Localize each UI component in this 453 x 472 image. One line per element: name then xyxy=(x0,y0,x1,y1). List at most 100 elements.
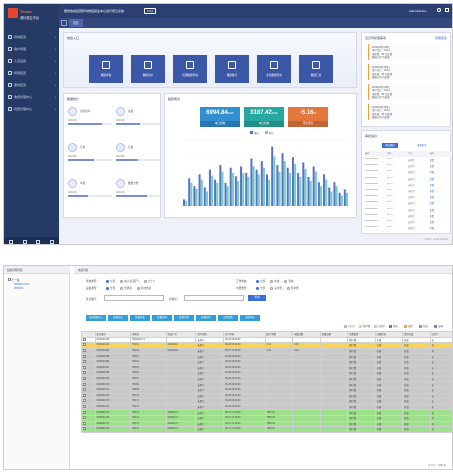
tab-home[interactable]: 首页 xyxy=(69,19,83,27)
records-cell[interactable]: 查看 xyxy=(429,209,435,212)
filter-radio[interactable]: 离线 xyxy=(284,279,294,283)
checkbox-icon[interactable] xyxy=(83,410,86,414)
filter-radio[interactable]: 普通表 xyxy=(120,286,132,290)
records-row[interactable]: 0190026013 03717 未用户 查看 xyxy=(365,214,451,220)
sidebar-item[interactable]: 用户管理 › xyxy=(4,44,59,54)
meter-addr-input[interactable] xyxy=(184,295,244,301)
checkbox-icon[interactable] xyxy=(83,338,86,341)
action-button[interactable]: 更新电价 xyxy=(240,315,260,321)
table-row[interactable]: 0000000166 TB164 未用户 05-28 23:29:00 预付费 在线 有效无 xyxy=(81,359,452,366)
records-cell[interactable]: 查看 xyxy=(429,160,435,162)
user-icon[interactable] xyxy=(22,239,27,244)
action-button[interactable]: 电表批量导入 xyxy=(86,315,106,321)
checkbox-icon[interactable] xyxy=(83,343,86,347)
filter-radio[interactable]: 预付费 xyxy=(286,286,299,290)
tree-root[interactable]: 七一站 xyxy=(8,278,20,282)
monitor-icon[interactable] xyxy=(8,239,13,244)
pagination[interactable]: 共 1/17 · 20条/页 xyxy=(428,464,446,467)
radio-icon[interactable] xyxy=(136,286,140,290)
records-row[interactable]: 0190026006 03717 未用户 查看 xyxy=(365,170,451,176)
records-row[interactable]: 0190026005 03717 未用户 查看 xyxy=(365,164,451,170)
action-button[interactable]: 批量合闸 xyxy=(174,315,194,321)
table-row[interactable]: 0000000164 TB162 00000162 未用户 05-07 17:49:00… xyxy=(81,347,452,355)
checkbox-icon[interactable] xyxy=(83,382,86,386)
records-row[interactable]: 0190026015 03717 未用户 查看 xyxy=(365,226,451,232)
todo-item[interactable]: 2019年06月28日 用户总计：100人 待处理：80 已处理 数据正常 待处理 xyxy=(368,44,440,60)
search-button[interactable]: 查询 xyxy=(248,295,266,301)
records-row[interactable]: 0190026009 03717 未用户 查看 xyxy=(365,189,451,195)
table-row[interactable]: 0000000169 TB167 未用户 05-28 23:29:00 预付费 在线 有效无 xyxy=(81,375,452,383)
table-row[interactable]: 0000000168 TB166 未用户 05-28 23:29:00 预付费 在线 有效无 xyxy=(81,370,452,377)
records-row[interactable]: 0190026010 03717 未用户 查看 xyxy=(365,195,451,201)
row-checkbox[interactable] xyxy=(81,426,96,433)
records-row[interactable]: 0190026012 03717 未用户 查看 xyxy=(365,208,451,214)
action-button[interactable]: 设置参数 xyxy=(218,315,238,321)
filter-radio[interactable]: 预付费表 xyxy=(136,286,151,290)
radio-icon[interactable] xyxy=(106,286,109,290)
table-header-cell[interactable]: 已开户 xyxy=(429,331,452,338)
menu-toggle-icon[interactable] xyxy=(61,20,67,26)
sidebar-item[interactable]: 收费管理中心 › xyxy=(4,92,59,102)
records-cell[interactable]: 查看 xyxy=(429,215,435,218)
radio-icon[interactable] xyxy=(284,279,288,283)
quick-button[interactable]: 数据汇总 xyxy=(299,55,333,83)
todo-item[interactable]: 2019年06月28日 用户总计：100人 待处理：80 已处理 数据正常 待处理 xyxy=(368,64,440,80)
meter-no-input[interactable] xyxy=(104,295,164,301)
table-header-cell[interactable]: 开户时间 xyxy=(222,331,266,338)
records-row[interactable]: 0190026008 03717 未用户 查看 xyxy=(365,183,451,189)
radio-icon[interactable] xyxy=(270,286,274,290)
table-row[interactable]: 0000000174 TB172 未用户 05-28 23:29:00 预付费 在线 有效无 xyxy=(81,403,452,411)
table-row[interactable]: 0000000170 TB168 未用户 05-28 23:29:00 预付费 在线 有效无 xyxy=(81,381,452,388)
checkbox-icon[interactable] xyxy=(83,377,86,381)
table-row[interactable]: 0000000163 TB161 00000161 未用户 05-28 23:29:00… xyxy=(81,342,452,349)
checkbox-icon[interactable] xyxy=(83,360,86,364)
filter-radio[interactable]: 全部 xyxy=(106,279,115,283)
sidebar-item[interactable]: 机型管理中心 › xyxy=(4,104,59,114)
quick-button[interactable]: 数据查询 xyxy=(89,55,123,83)
checkbox-icon[interactable] xyxy=(83,388,86,392)
records-cell[interactable]: 查看 xyxy=(429,191,435,193)
table-row[interactable]: 0000000176 TB174 00000174 未用户 05-07 17:49:00… xyxy=(81,414,452,422)
records-row[interactable]: 0190026011 03717 未用户 查看 xyxy=(365,201,451,207)
table-header-cell[interactable]: 电表户号 xyxy=(165,331,197,338)
logout-icon[interactable] xyxy=(445,8,449,12)
checkbox-icon[interactable] xyxy=(83,349,86,353)
radio-icon[interactable] xyxy=(270,279,274,283)
records-cell[interactable]: 查看 xyxy=(429,197,435,200)
table-row[interactable]: 0000000165 TB163 未用户 05-28 23:29:00 预付费 在线 有效无 xyxy=(81,353,452,360)
records-cell[interactable]: 查看 xyxy=(429,178,435,181)
table-row[interactable]: 0000000178 TB176 00000176 未用户 05-07 17:49:00… xyxy=(81,426,452,433)
filter-radio[interactable]: 电子表(国产) xyxy=(120,279,139,283)
records-cell[interactable]: 查看 xyxy=(429,222,435,224)
table-row[interactable]: 0000000175 TB173 00000173 未用户 05-07 17:49:00… xyxy=(81,409,452,416)
action-button[interactable]: 批量导出 xyxy=(108,315,128,321)
filter-radio[interactable]: 后付费 xyxy=(270,286,282,290)
records-cell[interactable]: 查看 xyxy=(429,172,435,175)
quick-button[interactable]: 业务数据查询 xyxy=(257,55,291,83)
todo-item[interactable]: 2019年06月28日 用户总计：100人 待处理：80 已处理 数据正常 待处理 xyxy=(368,104,440,120)
filter-radio[interactable]: 全部 xyxy=(106,286,115,290)
bell-icon[interactable] xyxy=(437,8,441,12)
radio-icon[interactable] xyxy=(256,286,259,290)
checkbox-icon[interactable] xyxy=(83,371,86,375)
records-cell[interactable]: 查看 xyxy=(429,203,435,206)
checkbox-icon[interactable] xyxy=(83,365,86,369)
table-row[interactable]: 0000000172 TB170 未用户 05-28 23:29:00 预付费 在线 有效无 xyxy=(81,392,452,400)
table-row[interactable]: 0000000171 TB169 未用户 05-28 23:29:00 预付费 在线 有效无 xyxy=(81,386,452,394)
expand-icon[interactable] xyxy=(8,278,11,281)
quick-button[interactable]: 数据统计 xyxy=(215,55,249,83)
records-cell[interactable]: 查看 xyxy=(429,228,435,231)
filter-radio[interactable]: 全部 xyxy=(256,279,265,283)
table-row[interactable]: 0000000173 TB171 未用户 05-28 23:29:00 预付费 在线 有效无 xyxy=(81,398,452,405)
tree-child[interactable]: 0050505 xyxy=(14,287,24,290)
records-tab-more[interactable]: 查看更多 xyxy=(417,144,427,147)
sidebar-item[interactable]: 机场配置 › xyxy=(4,68,59,78)
checkbox-icon[interactable] xyxy=(83,405,86,409)
records-cell[interactable]: 查看 xyxy=(429,184,435,187)
sidebar-item[interactable]: 人员设置 › xyxy=(4,56,59,66)
checkbox-icon[interactable] xyxy=(83,416,86,420)
records-tab-active[interactable]: 审批通知 xyxy=(382,143,398,148)
quick-button[interactable]: 机场数据查询 xyxy=(173,55,207,83)
checkbox-icon[interactable] xyxy=(83,427,86,431)
power-icon[interactable] xyxy=(50,239,55,244)
